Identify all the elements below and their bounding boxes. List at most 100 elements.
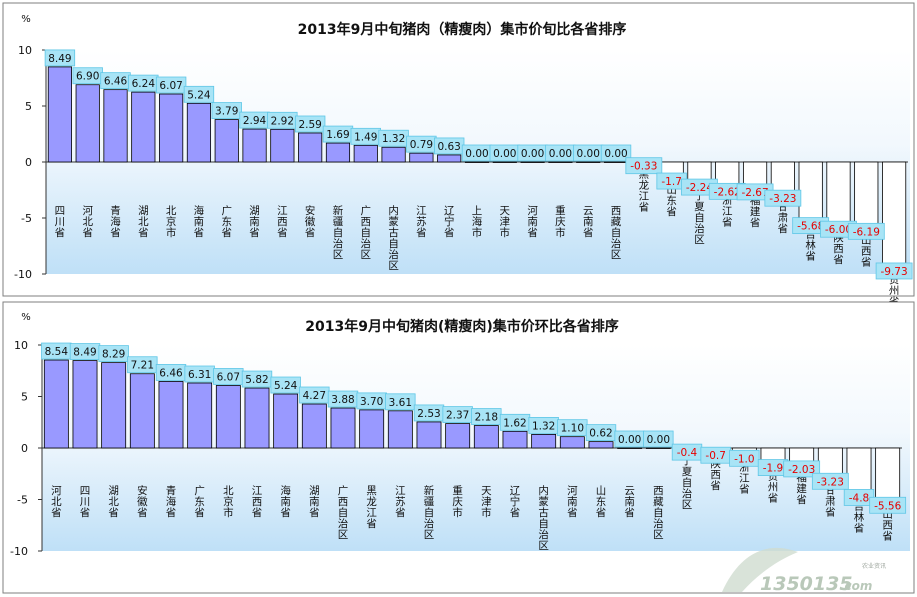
value-label-box [643,430,674,448]
category-label: 海南省 [194,204,205,239]
value-label: 0.63 [437,141,460,153]
category-label: 云南省 [583,205,594,239]
bar [47,66,72,163]
category-label: 山西省 [882,508,893,542]
value-label-box [155,76,187,94]
value-label: 5.24 [187,89,211,101]
category-label: 海南省 [280,484,291,519]
category-label: 内蒙古自治区 [388,204,399,272]
category-label: 西藏自治区 [653,485,664,541]
category-label: 浙江省 [722,194,733,228]
value-label: -6.00 [825,224,852,236]
watermark-text: 1350135 [760,573,853,595]
value-label: 0.00 [647,434,670,446]
category-label: 湖北省 [138,205,149,239]
category-label: 湖南省 [249,205,260,239]
bar [387,410,413,449]
bar [559,436,585,449]
bar [129,373,155,449]
value-label: -0.7 [705,450,726,462]
value-label: 0.79 [410,139,433,151]
category-label: 山西省 [861,234,872,268]
category-label: 辽宁省 [444,205,455,239]
category-label: 新疆自治区 [333,204,344,261]
value-label: -2.67 [741,187,768,199]
category-label: 云南省 [624,485,635,519]
category-label: 河南省 [527,205,538,239]
watermark-subtext: 农业资讯 [862,562,886,570]
value-label: 0.00 [618,434,641,446]
category-label: 浙江省 [739,461,750,495]
value-label: -3.23 [769,193,796,205]
value-label: 2.94 [243,115,267,127]
category-label: 青海省 [110,204,121,239]
value-label: 1.69 [326,129,349,141]
value-label: 8.49 [48,53,71,65]
category-label: 青海省 [166,484,177,519]
bar [617,447,643,449]
value-label: 6.31 [188,369,211,381]
value-label: -4.8 [849,492,870,504]
value-label: -1.7 [661,176,682,188]
bar [875,447,901,506]
bar [882,161,907,272]
value-label: -0.4 [677,447,698,459]
y-tick-label: -5 [17,494,28,507]
value-label-box [875,262,913,280]
value-label-box [811,472,849,490]
category-label: 安徽省 [305,204,316,239]
bar [186,102,212,163]
bar [131,91,156,163]
category-label: 河北省 [82,205,93,239]
category-label: 内蒙古自治区 [538,484,549,552]
category-label: 辽宁省 [510,485,521,519]
category-label: 广东省 [221,205,232,239]
category-label: 广西自治区 [361,205,372,261]
category-label: 西藏自治区 [611,205,622,261]
value-label: -9.73 [881,266,908,278]
value-label-box [385,393,416,411]
bar [409,152,434,163]
bar [381,146,406,163]
y-tick-label: 10 [18,44,32,57]
value-label-box [294,115,326,133]
value-label-box [729,449,760,467]
bar [502,430,528,449]
category-label: 山东省 [596,485,607,519]
bar [270,128,295,163]
value-label: 6.46 [159,367,183,379]
value-label: 2.92 [271,115,294,127]
category-label: 山东省 [666,184,677,218]
category-label: 江西省 [252,485,263,519]
value-label: -1.9 [763,463,784,475]
category-label: 上海市 [472,205,483,239]
bar [298,132,323,163]
category-label: 广西自治区 [338,485,349,541]
y-tick-label: -10 [14,268,32,281]
watermark-leaf-icon [722,547,798,592]
value-label: 7.21 [131,360,154,372]
bar [273,393,299,449]
value-label-box [847,222,885,240]
value-label: 1.49 [354,131,377,143]
y-tick-label: 5 [21,391,28,404]
value-label: 2.53 [417,408,440,420]
bar [43,359,69,449]
category-label: 天津市 [500,205,511,239]
value-label: -2.03 [788,464,815,476]
bar [103,89,128,163]
bar [158,381,184,449]
bar [437,154,462,163]
value-label: 0.00 [521,148,544,160]
value-label: 0.00 [493,148,516,160]
bar [492,161,517,163]
watermark-suffix: .com [840,579,872,593]
value-label: 3.79 [215,106,238,118]
category-label: 河北省 [51,485,62,519]
value-label: -5.56 [874,500,901,512]
category-label: 安徽省 [137,484,148,519]
value-label: -6.19 [853,226,880,238]
value-label-box [183,85,215,103]
category-label: 福建省 [750,194,761,229]
